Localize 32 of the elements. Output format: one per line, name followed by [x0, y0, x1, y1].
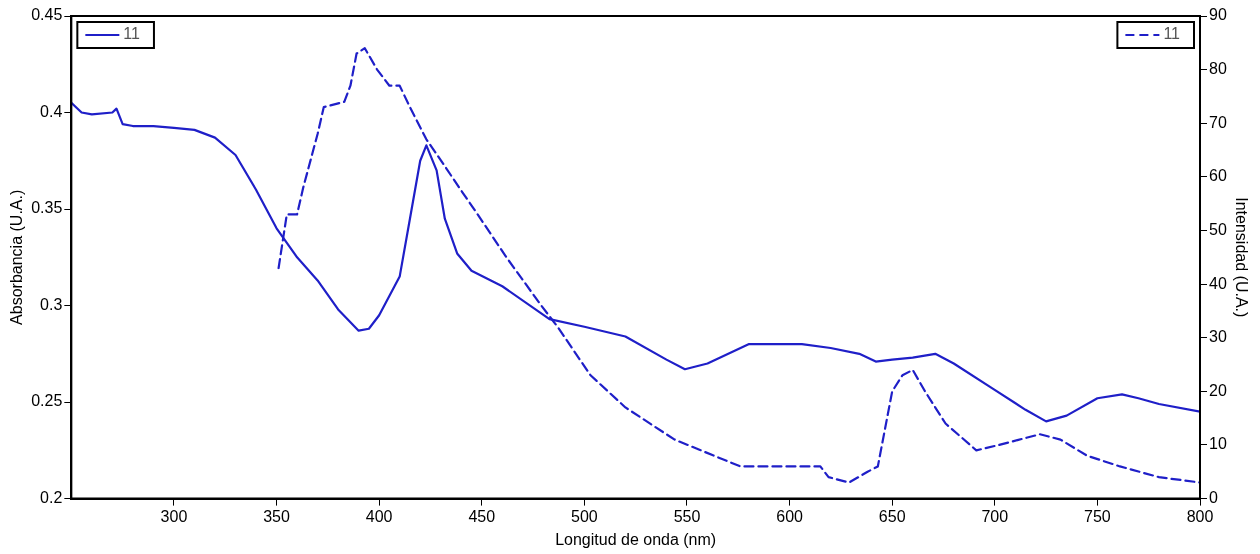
x-axis-title: Longitud de onda (nm)	[555, 530, 717, 548]
y2-tick-label: 40	[1209, 274, 1227, 292]
y2-tick-label: 30	[1209, 328, 1227, 346]
x-tick-label: 400	[365, 507, 393, 525]
y2-tick-label: 60	[1209, 167, 1227, 185]
y2-tick-label: 10	[1209, 435, 1227, 453]
y2-tick-label: 0	[1209, 489, 1218, 507]
y2-tick-label: 20	[1209, 381, 1227, 399]
y2-tick-label: 70	[1209, 113, 1227, 131]
y-tick-label: 0.45	[31, 6, 63, 24]
y-tick-label: 0.3	[40, 295, 63, 313]
x-tick-label: 450	[468, 507, 496, 525]
y-tick-label: 0.25	[31, 392, 63, 410]
y-tick-label: 0.4	[40, 102, 63, 120]
legend-label: 11	[123, 25, 141, 43]
y-tick-label: 0.35	[31, 199, 63, 217]
y-axis-title: Absorbancia (U.A.)	[8, 189, 26, 325]
y2-tick-label: 90	[1209, 6, 1227, 24]
y2-tick-label: 80	[1209, 60, 1227, 78]
x-tick-label: 600	[776, 507, 804, 525]
x-tick-label: 350	[263, 507, 290, 525]
y-tick-label: 0.2	[40, 489, 63, 507]
x-tick-label: 750	[1084, 507, 1111, 525]
x-tick-label: 300	[160, 507, 188, 525]
x-tick-label: 550	[673, 507, 701, 525]
x-tick-label: 500	[571, 507, 598, 525]
y2-axis-title: Intensidad (U.A.)	[1232, 197, 1250, 318]
x-tick-label: 700	[981, 507, 1009, 525]
legend-label: 11	[1163, 25, 1181, 43]
y2-tick-label: 50	[1209, 220, 1227, 238]
x-tick-label: 650	[878, 507, 906, 525]
x-tick-label: 800	[1186, 507, 1214, 525]
